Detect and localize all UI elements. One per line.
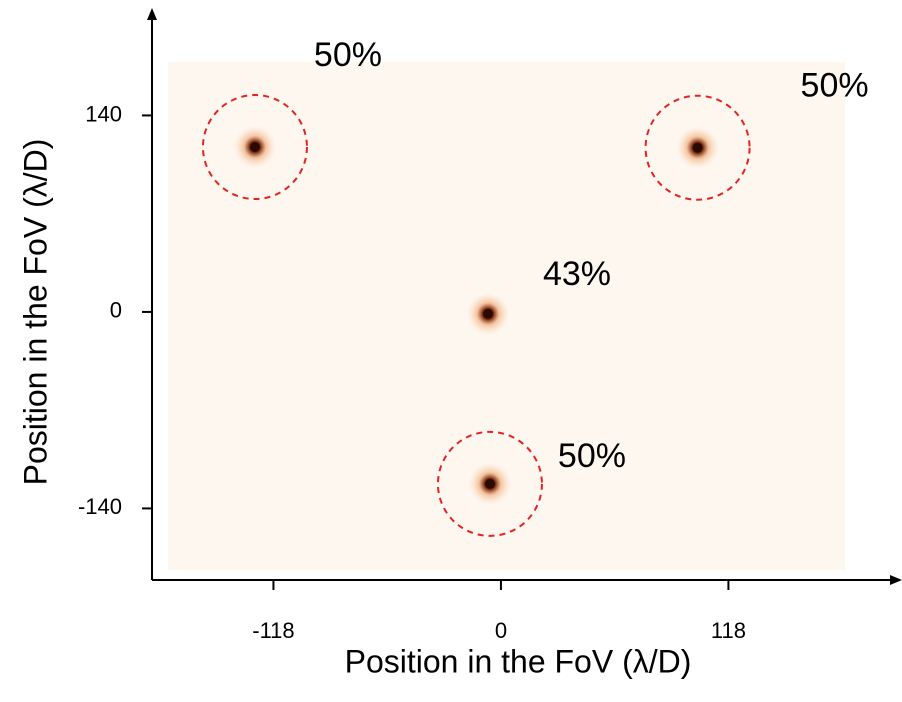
spot [485, 479, 495, 489]
value-label: 50% [314, 36, 382, 74]
spot [693, 143, 703, 153]
y-axis-title: Position in the FoV (λ/D) [17, 139, 53, 486]
chart: Position in the FoV (λ/D) Position in th… [0, 0, 902, 702]
spot [250, 142, 260, 152]
x-tick-label: 118 [711, 618, 746, 643]
spot [483, 309, 493, 319]
x-tick-label: 0 [495, 618, 507, 643]
y-axis-arrow [147, 8, 157, 20]
page: Position in the FoV (λ/D) Position in th… [0, 0, 902, 702]
x-tick-label: -118 [252, 618, 294, 643]
x-axis-title: Position in the FoV (λ/D) [345, 643, 692, 679]
y-tick-label: -140 [78, 494, 122, 519]
value-label: 43% [543, 255, 611, 293]
x-axis-arrow [890, 575, 902, 585]
y-tick-label: 0 [110, 298, 122, 323]
value-label: 50% [801, 67, 869, 105]
y-tick-label: 140 [85, 101, 122, 126]
value-label: 50% [558, 437, 626, 475]
